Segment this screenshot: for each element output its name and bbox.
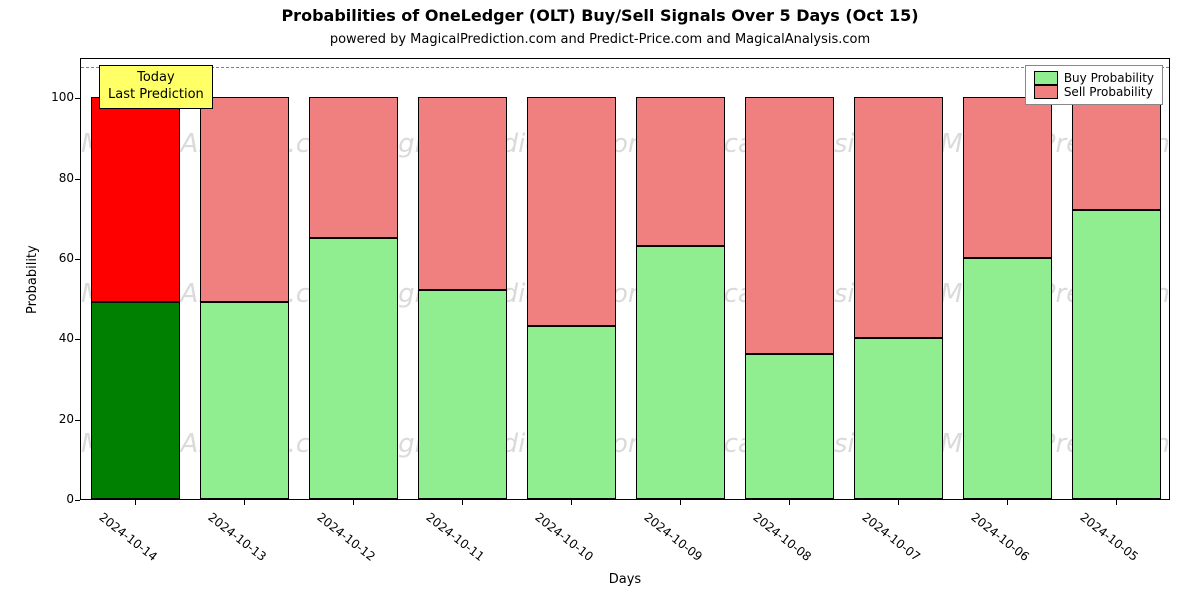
x-tick-label: 2024-10-13 — [205, 510, 269, 564]
x-tick-label: 2024-10-08 — [750, 510, 814, 564]
x-tick-mark — [353, 500, 354, 505]
x-tick-mark — [571, 500, 572, 505]
chart-subtitle: powered by MagicalPrediction.com and Pre… — [0, 32, 1200, 47]
x-tick-mark — [1007, 500, 1008, 505]
y-tick-mark — [75, 500, 80, 501]
sell-bar — [91, 97, 180, 302]
x-tick-label: 2024-10-07 — [859, 510, 923, 564]
y-tick-mark — [75, 179, 80, 180]
bar-group — [745, 57, 834, 499]
sell-bar — [854, 97, 943, 338]
bar-group — [418, 57, 507, 499]
buy-bar — [418, 290, 507, 499]
sell-bar — [527, 97, 616, 326]
y-tick-label: 20 — [38, 412, 74, 426]
sell-bar — [745, 97, 834, 354]
today-callout: Today Last Prediction — [99, 65, 213, 109]
buy-bar — [854, 338, 943, 499]
sell-bar — [418, 97, 507, 290]
buy-bar — [527, 326, 616, 499]
bar-group — [854, 57, 943, 499]
x-tick-label: 2024-10-06 — [968, 510, 1032, 564]
bar-group — [963, 57, 1052, 499]
legend-label: Sell Probability — [1064, 85, 1153, 99]
sell-bar — [200, 97, 289, 302]
buy-bar — [745, 354, 834, 499]
x-tick-label: 2024-10-10 — [532, 510, 596, 564]
x-tick-label: 2024-10-12 — [314, 510, 378, 564]
x-tick-mark — [789, 500, 790, 505]
chart-container: Probabilities of OneLedger (OLT) Buy/Sel… — [0, 0, 1200, 600]
buy-bar — [636, 246, 725, 499]
legend-item: Sell Probability — [1034, 85, 1154, 99]
y-tick-mark — [75, 420, 80, 421]
y-tick-mark — [75, 259, 80, 260]
x-tick-label: 2024-10-09 — [641, 510, 705, 564]
legend-swatch — [1034, 85, 1058, 99]
x-tick-mark — [462, 500, 463, 505]
y-tick-label: 60 — [38, 251, 74, 265]
y-tick-label: 80 — [38, 171, 74, 185]
buy-bar — [200, 302, 289, 499]
plot-area: MagicalAnalysis.com MagicalPrediction.co… — [80, 58, 1170, 500]
x-tick-mark — [244, 500, 245, 505]
bar-group — [91, 57, 180, 499]
buy-bar — [1072, 210, 1161, 499]
buy-bar — [309, 238, 398, 499]
y-tick-label: 40 — [38, 331, 74, 345]
bar-group — [636, 57, 725, 499]
bar-group — [527, 57, 616, 499]
x-tick-label: 2024-10-11 — [423, 510, 487, 564]
chart-title: Probabilities of OneLedger (OLT) Buy/Sel… — [0, 6, 1200, 25]
y-tick-label: 100 — [38, 90, 74, 104]
bar-group — [1072, 57, 1161, 499]
legend-item: Buy Probability — [1034, 71, 1154, 85]
y-tick-label: 0 — [38, 492, 74, 506]
buy-bar — [963, 258, 1052, 499]
x-tick-mark — [898, 500, 899, 505]
x-tick-label: 2024-10-14 — [96, 510, 160, 564]
x-axis-label: Days — [80, 572, 1170, 587]
sell-bar — [309, 97, 398, 238]
x-tick-label: 2024-10-05 — [1077, 510, 1141, 564]
y-tick-mark — [75, 98, 80, 99]
x-tick-mark — [1116, 500, 1117, 505]
bar-group — [200, 57, 289, 499]
legend-label: Buy Probability — [1064, 71, 1154, 85]
sell-bar — [963, 97, 1052, 258]
legend-swatch — [1034, 71, 1058, 85]
sell-bar — [636, 97, 725, 246]
x-tick-mark — [680, 500, 681, 505]
sell-bar — [1072, 97, 1161, 210]
buy-bar — [91, 302, 180, 499]
y-tick-mark — [75, 339, 80, 340]
x-tick-mark — [135, 500, 136, 505]
legend: Buy ProbabilitySell Probability — [1025, 65, 1163, 105]
bar-group — [309, 57, 398, 499]
